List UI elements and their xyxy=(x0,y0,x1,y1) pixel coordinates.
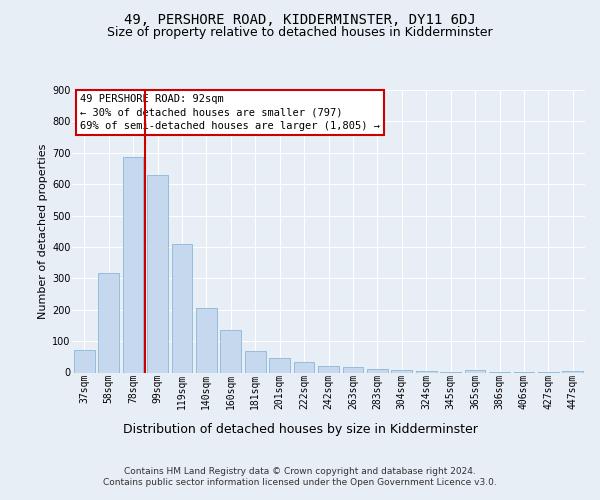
Text: 49, PERSHORE ROAD, KIDDERMINSTER, DY11 6DJ: 49, PERSHORE ROAD, KIDDERMINSTER, DY11 6… xyxy=(124,12,476,26)
Text: Contains HM Land Registry data © Crown copyright and database right 2024.
Contai: Contains HM Land Registry data © Crown c… xyxy=(103,468,497,487)
Bar xyxy=(122,158,143,372)
Bar xyxy=(416,371,437,372)
Bar xyxy=(562,370,583,372)
Text: Distribution of detached houses by size in Kidderminster: Distribution of detached houses by size … xyxy=(122,422,478,436)
Bar xyxy=(147,175,168,372)
Bar xyxy=(269,358,290,372)
Y-axis label: Number of detached properties: Number of detached properties xyxy=(38,144,48,319)
Bar xyxy=(245,350,266,372)
Bar xyxy=(318,366,339,372)
Bar xyxy=(98,272,119,372)
Bar xyxy=(343,367,364,372)
Bar xyxy=(172,244,193,372)
Text: Size of property relative to detached houses in Kidderminster: Size of property relative to detached ho… xyxy=(107,26,493,39)
Bar xyxy=(196,308,217,372)
Bar xyxy=(464,370,485,372)
Bar xyxy=(293,362,314,372)
Bar xyxy=(220,330,241,372)
Bar xyxy=(391,370,412,372)
Bar xyxy=(367,370,388,372)
Text: 49 PERSHORE ROAD: 92sqm
← 30% of detached houses are smaller (797)
69% of semi-d: 49 PERSHORE ROAD: 92sqm ← 30% of detache… xyxy=(80,94,380,130)
Bar xyxy=(74,350,95,372)
